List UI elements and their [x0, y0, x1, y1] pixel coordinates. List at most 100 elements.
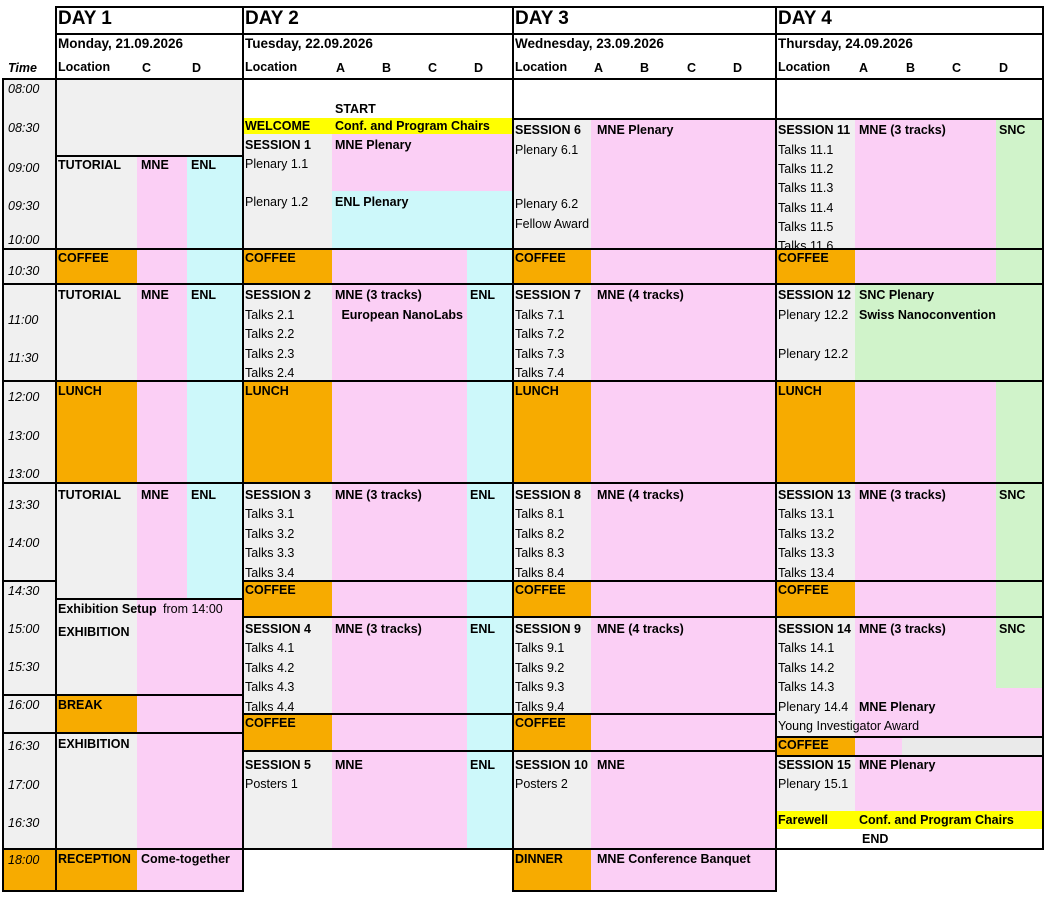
text-session-6: SESSION 6 — [515, 123, 581, 137]
cell-fill-grey — [775, 755, 855, 811]
text-session-9: SESSION 9 — [515, 622, 581, 636]
text-mne-plenary: MNE Plenary — [859, 700, 936, 714]
text-come-together: Come-together — [141, 852, 230, 866]
text-talks-7-3: Talks 7.3 — [515, 347, 565, 361]
cell-fill-orange — [512, 580, 591, 616]
cell-fill-pink — [137, 732, 242, 848]
cell-fill-cyan — [187, 283, 242, 380]
cell-fill-orange — [512, 713, 591, 750]
text-plenary-12-2: Plenary 12.2 — [778, 347, 849, 361]
text-14-00: 14:00 — [8, 536, 40, 550]
cell-fill-cyan — [187, 155, 242, 248]
text-talks-11-3: Talks 11.3 — [778, 181, 834, 195]
cell-fill-green — [996, 482, 1042, 580]
text-talks-11-4: Talks 11.4 — [778, 201, 834, 215]
text-12-00: 12:00 — [8, 390, 40, 404]
cell-fill-pink — [332, 380, 467, 482]
cell-fill-orange — [775, 580, 855, 616]
cell-fill-cyan — [467, 580, 512, 616]
cell-fill-pink — [332, 482, 467, 580]
day-1-date: Monday, 21.09.2026 — [58, 36, 184, 51]
cell-fill-pink — [591, 380, 775, 482]
text-exhibition: EXHIBITION — [58, 625, 130, 639]
day-3-title: DAY 3 — [515, 8, 569, 29]
text-session-5: SESSION 5 — [245, 758, 311, 772]
cell-fill-orange — [775, 248, 855, 283]
cell-fill-pink — [137, 283, 187, 380]
text-plenary-12-2: Plenary 12.2 — [778, 308, 849, 322]
cell-fill-grey — [775, 616, 855, 736]
text-10-30: 10:30 — [8, 264, 40, 278]
text-tutorial: TUTORIAL — [58, 488, 121, 502]
text-enl: ENL — [470, 622, 495, 636]
cell-fill-pink — [591, 616, 775, 713]
text-talks-8-3: Talks 8.3 — [515, 546, 565, 560]
cell-fill-cyan — [187, 248, 242, 283]
text-talks-4-1: Talks 4.1 — [245, 641, 295, 655]
text-talks-7-2: Talks 7.2 — [515, 327, 565, 341]
text-13-00: 13:00 — [8, 467, 40, 481]
text-mne-3-tracks: MNE (3 tracks) — [859, 488, 946, 502]
cell-fill-grey — [2, 732, 55, 848]
cell-fill-cyan — [332, 191, 512, 248]
cell-fill-pink — [137, 248, 187, 283]
cell-fill-grey — [242, 750, 332, 848]
cell-fill-grey — [242, 482, 332, 580]
text-16-30: 16:30 — [8, 739, 40, 753]
text-mne: MNE — [141, 488, 169, 502]
text-talks-2-2: Talks 2.2 — [245, 327, 295, 341]
day-3-location-label: Location — [515, 60, 568, 74]
text-coffee: COFFEE — [58, 251, 109, 265]
cell-fill-green — [996, 380, 1042, 482]
cell-fill-grey — [2, 580, 55, 694]
text-lunch: LUNCH — [778, 384, 822, 398]
grid-border — [775, 78, 1044, 120]
day-4-title: DAY 4 — [778, 8, 832, 29]
cell-fill-cyan — [467, 750, 512, 848]
text-session-8: SESSION 8 — [515, 488, 581, 502]
cell-fill-pink — [855, 736, 902, 755]
text-mne-3-tracks: MNE (3 tracks) — [335, 288, 422, 302]
cell-fill-cyan — [467, 283, 512, 380]
text-snc: SNC — [999, 488, 1026, 502]
text-talks-11-2: Talks 11.2 — [778, 162, 834, 176]
text-tutorial: TUTORIAL — [58, 158, 121, 172]
text-mne-4-tracks: MNE (4 tracks) — [597, 288, 684, 302]
cell-fill-yellow — [242, 118, 512, 134]
cell-fill-pink — [855, 248, 996, 283]
text-mne-4-tracks: MNE (4 tracks) — [597, 622, 684, 636]
cell-fill-pink — [591, 713, 775, 750]
text-coffee: COFFEE — [778, 583, 829, 597]
text-plenary-15-1: Plenary 15.1 — [778, 777, 849, 791]
text-young-investigator-award: Young Investigator Award — [778, 719, 920, 733]
cell-fill-grey — [55, 732, 137, 848]
text-15-30: 15:30 — [8, 660, 40, 674]
text-mne: MNE — [141, 288, 169, 302]
text-talks-13-3: Talks 13.3 — [778, 546, 835, 560]
cell-fill-grey — [55, 155, 137, 248]
text-mne-3-tracks: MNE (3 tracks) — [335, 622, 422, 636]
text-enl-plenary: ENL Plenary — [335, 195, 409, 209]
text-18-00: 18:00 — [8, 853, 40, 867]
text-d: D — [192, 61, 202, 75]
cell-fill-pink — [332, 134, 512, 191]
cell-fill-orange — [55, 380, 137, 482]
text-16-00: 16:00 — [8, 698, 40, 712]
cell-fill-orange — [55, 248, 137, 283]
cell-fill-orange — [242, 713, 332, 750]
text-coffee: COFFEE — [515, 716, 566, 730]
text-snc-plenary: SNC Plenary — [859, 288, 935, 302]
text-end: END — [862, 832, 889, 846]
cell-fill-grey — [775, 482, 855, 580]
cell-fill-grey — [512, 482, 591, 580]
text-session-13: SESSION 13 — [778, 488, 851, 502]
text-talks-8-2: Talks 8.2 — [515, 527, 565, 541]
cell-fill-pink — [996, 688, 1042, 736]
text-talks-9-4: Talks 9.4 — [515, 700, 565, 714]
text-08-30: 08:30 — [8, 121, 40, 135]
cell-fill-pink — [855, 380, 996, 482]
text-coffee: COFFEE — [245, 251, 296, 265]
text-mne: MNE — [597, 758, 625, 772]
text-talks-2-4: Talks 2.4 — [245, 366, 295, 380]
